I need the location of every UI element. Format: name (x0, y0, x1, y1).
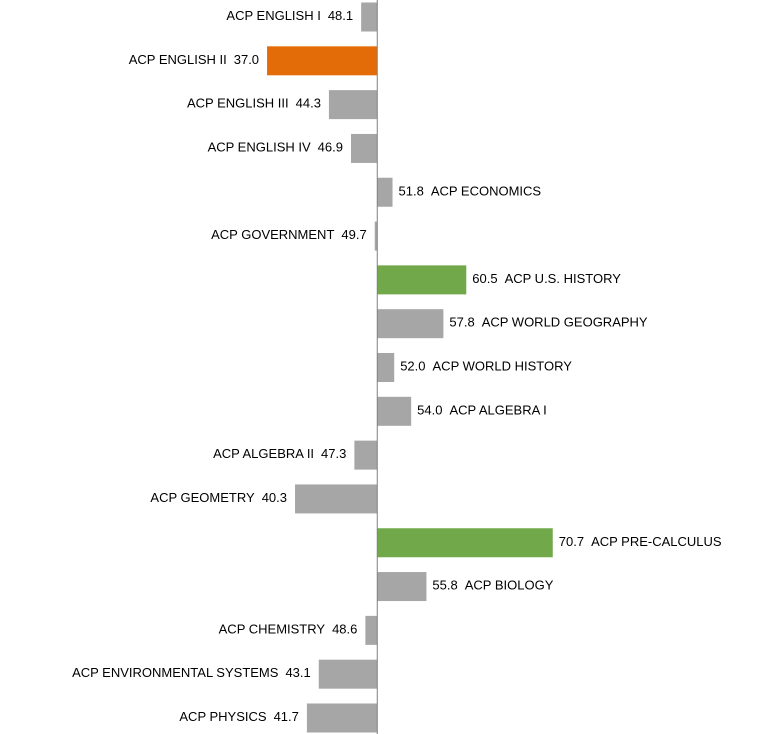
bar-label: ACP GOVERNMENT 49.7 (211, 228, 367, 243)
bar-label: ACP ENVIRONMENTAL SYSTEMS 43.1 (72, 666, 311, 681)
bar (377, 177, 393, 207)
category-label: ACP ENVIRONMENTAL SYSTEMS (72, 666, 279, 681)
bar (306, 703, 378, 733)
value-label: 52.0 (400, 359, 425, 374)
category-label: ACP GOVERNMENT (211, 228, 334, 243)
bar-label: 55.8 ACP BIOLOGY (432, 578, 553, 593)
bar-label: ACP ENGLISH III 44.3 (187, 96, 321, 111)
value-label: 47.3 (321, 447, 346, 462)
bar-label: ACP CHEMISTRY 48.6 (219, 622, 358, 637)
category-label: ACP ENGLISH IV (208, 140, 311, 155)
category-label: ACP ENGLISH III (187, 96, 289, 111)
bar-label: 70.7 ACP PRE-CALCULUS (559, 534, 722, 549)
bar (377, 353, 395, 382)
value-label: 54.0 (417, 403, 442, 418)
value-label: 49.7 (341, 228, 366, 243)
category-label: ACP GEOMETRY (150, 490, 255, 505)
bar (377, 572, 427, 602)
bar (377, 396, 412, 426)
category-label: ACP CHEMISTRY (219, 622, 326, 637)
category-label: ACP ALGEBRA I (449, 403, 546, 418)
value-label: 51.8 (399, 184, 424, 199)
bar-label: ACP ENGLISH IV 46.9 (208, 140, 343, 155)
bar-label: ACP ENGLISH I 48.1 (226, 8, 353, 23)
value-label: 48.1 (328, 8, 353, 23)
bar-label: 51.8 ACP ECONOMICS (399, 184, 542, 199)
bar (361, 2, 378, 32)
value-label: 37.0 (234, 52, 259, 67)
category-label: ACP U.S. HISTORY (505, 271, 622, 286)
bar-label: 52.0 ACP WORLD HISTORY (400, 359, 572, 374)
category-label: ACP ALGEBRA II (213, 447, 314, 462)
value-label: 43.1 (285, 666, 310, 681)
category-label: ACP WORLD GEOGRAPHY (482, 315, 648, 330)
category-label: ACP PRE-CALCULUS (591, 534, 722, 549)
category-label: ACP WORLD HISTORY (433, 359, 573, 374)
bar (365, 615, 378, 645)
value-label: 57.8 (449, 315, 474, 330)
bar (354, 440, 378, 470)
value-label: 55.8 (432, 578, 457, 593)
bar (350, 133, 378, 163)
bar-label: ACP ALGEBRA II 47.3 (213, 447, 346, 462)
bar-label: ACP PHYSICS 41.7 (179, 709, 299, 724)
bar (374, 221, 378, 251)
bar-label: 57.8 ACP WORLD GEOGRAPHY (449, 315, 648, 330)
bar-label: 54.0 ACP ALGEBRA I (417, 403, 547, 418)
bar (328, 90, 378, 120)
bar-label: ACP GEOMETRY 40.3 (150, 490, 287, 505)
category-label: ACP BIOLOGY (465, 578, 554, 593)
bar (318, 659, 378, 689)
value-label: 46.9 (318, 140, 343, 155)
category-label: ACP ECONOMICS (431, 184, 542, 199)
bar (377, 528, 553, 558)
value-label: 60.5 (472, 271, 497, 286)
category-label: ACP PHYSICS (179, 709, 267, 724)
category-label: ACP ENGLISH I (226, 8, 320, 23)
bar (377, 309, 444, 339)
bar (267, 46, 378, 76)
value-label: 40.3 (262, 490, 287, 505)
bar (377, 265, 467, 295)
bar (295, 484, 378, 514)
bar-label: ACP ENGLISH II 37.0 (129, 52, 259, 67)
value-label: 41.7 (274, 709, 299, 724)
value-label: 70.7 (559, 534, 584, 549)
bar-label: 60.5 ACP U.S. HISTORY (472, 271, 621, 286)
value-label: 44.3 (296, 96, 321, 111)
category-label: ACP ENGLISH II (129, 52, 227, 67)
value-label: 48.6 (332, 622, 357, 637)
